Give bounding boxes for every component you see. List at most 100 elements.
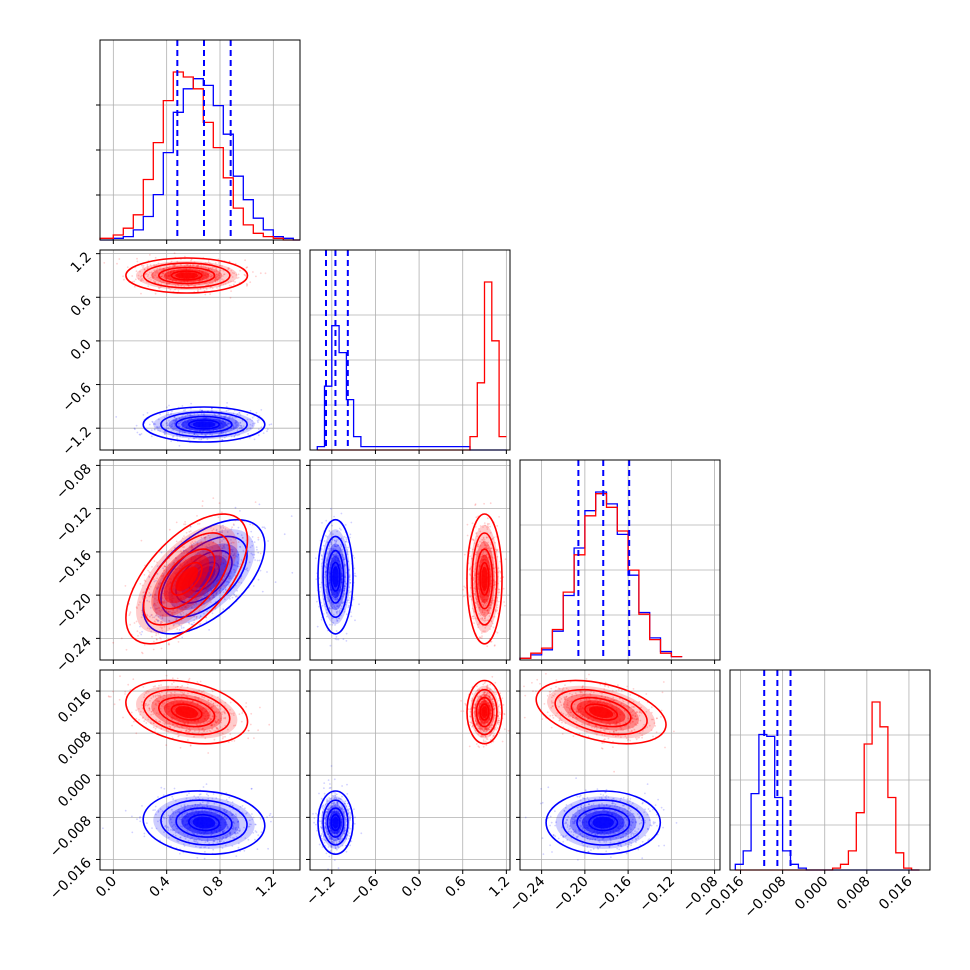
scatter-point	[226, 423, 229, 425]
scatter-point	[217, 273, 220, 276]
scatter-point	[189, 546, 192, 549]
scatter-point	[212, 848, 215, 851]
scatter-point	[338, 527, 341, 530]
scatter-point	[209, 267, 212, 269]
scatter-point	[337, 545, 339, 547]
scatter-point	[204, 538, 207, 540]
scatter-point	[345, 632, 348, 635]
scatter-point	[324, 573, 326, 576]
scatter-point	[234, 538, 237, 540]
scatter-point	[221, 432, 224, 435]
scatter-point	[325, 557, 327, 560]
scatter-point	[267, 847, 269, 850]
scatter-point	[210, 273, 212, 276]
scatter-point	[167, 611, 170, 614]
scatter-point	[172, 264, 175, 267]
scatter-point	[335, 598, 337, 600]
scatter-point	[257, 428, 260, 431]
scatter-point	[212, 540, 215, 543]
scatter-point	[161, 810, 164, 812]
scatter-point	[230, 290, 233, 292]
scatter-point	[156, 601, 159, 604]
scatter-point	[180, 625, 183, 627]
scatter-point	[488, 606, 491, 609]
scatter-point	[479, 607, 481, 609]
scatter-point	[210, 275, 213, 278]
scatter-point	[164, 580, 167, 582]
scatter-point	[218, 805, 221, 807]
scatter-point	[266, 428, 269, 431]
scatter-point	[226, 544, 229, 547]
scatter-point	[481, 611, 484, 614]
scatter-point	[483, 538, 486, 541]
scatter-point	[490, 601, 493, 604]
scatter-point	[154, 593, 157, 596]
scatter-point	[194, 551, 197, 554]
scatter-point	[235, 855, 238, 857]
scatter-point	[164, 579, 167, 581]
scatter-point	[487, 526, 490, 528]
scatter-point	[135, 620, 138, 623]
scatter-point	[163, 565, 166, 567]
scatter-point	[177, 425, 180, 427]
scatter-point	[191, 605, 193, 608]
scatter-point	[221, 438, 224, 441]
scatter-point	[236, 562, 239, 565]
scatter-point	[473, 587, 475, 590]
scatter-point	[212, 528, 215, 531]
scatter-point	[193, 547, 195, 550]
scatter-red-0-1	[103, 250, 267, 299]
scatter-point	[236, 556, 239, 558]
scatter-point	[253, 541, 256, 543]
scatter-point	[339, 548, 342, 550]
density-fill-3	[175, 272, 199, 279]
scatter-point	[173, 422, 176, 425]
scatter-point	[234, 828, 237, 831]
scatter-point	[260, 831, 263, 834]
scatter-point	[212, 595, 215, 597]
scatter-point	[329, 531, 332, 534]
scatter-point	[482, 604, 485, 606]
scatter-point	[141, 611, 144, 614]
scatter-point	[335, 554, 338, 556]
scatter-point	[167, 829, 170, 832]
scatter-point	[348, 574, 351, 576]
scatter-point	[238, 830, 241, 833]
scatter-point	[492, 575, 495, 577]
scatter-point	[179, 836, 182, 839]
scatter-point	[335, 540, 338, 543]
scatter-point	[468, 568, 471, 571]
scatter-point	[471, 522, 474, 525]
scatter-point	[194, 602, 197, 604]
scatter-point	[172, 624, 175, 627]
scatter-point	[143, 832, 146, 835]
scatter-point	[147, 267, 149, 270]
density-fill-3	[192, 421, 216, 428]
scatter-point	[228, 832, 231, 835]
scatter-point	[162, 592, 164, 595]
density-fill-3	[175, 566, 199, 592]
scatter-point	[191, 594, 194, 597]
scatter-point	[232, 537, 235, 540]
scatter-point	[170, 821, 173, 824]
scatter-point	[487, 612, 489, 615]
scatter-point	[318, 583, 321, 586]
scatter-point	[475, 532, 478, 535]
scatter-point	[325, 611, 328, 614]
scatter-point	[191, 831, 194, 834]
scatter-point	[236, 829, 239, 832]
scatter-point	[129, 612, 131, 615]
scatter-point	[156, 599, 159, 602]
scatter-point	[472, 548, 474, 551]
scatter-point	[344, 558, 346, 560]
scatter-point	[204, 433, 207, 436]
scatter-point	[157, 282, 160, 285]
scatter-point	[208, 842, 211, 845]
scatter-point	[213, 413, 216, 416]
scatter-point	[175, 540, 178, 543]
scatter-point	[178, 429, 181, 432]
scatter-point	[237, 846, 240, 849]
scatter-point	[348, 568, 351, 571]
scatter-point	[232, 541, 235, 544]
scatter-point	[177, 840, 180, 843]
